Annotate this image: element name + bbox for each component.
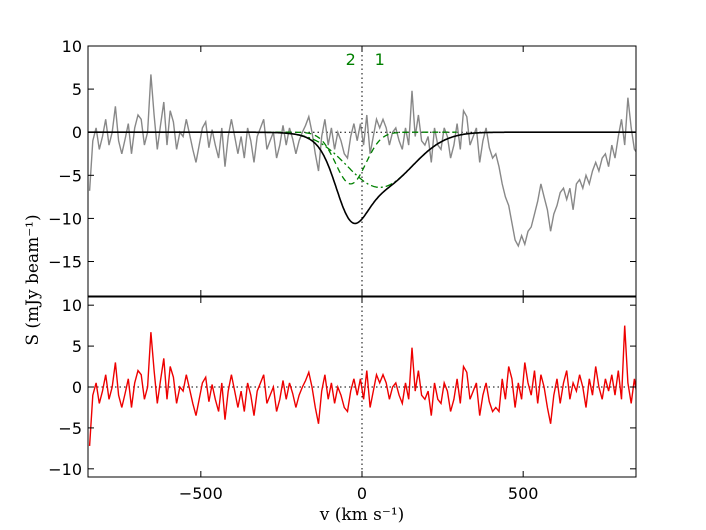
y-axis-label: S (mJy beam⁻¹) <box>23 214 43 345</box>
bottom-ytick-label: 0 <box>72 378 82 397</box>
bottom-ytick-label: −10 <box>48 460 82 479</box>
component-label-1: 1 <box>375 50 385 69</box>
bottom-ticks-group: 10 5 0 −5 −10 −500 0 500 <box>48 296 636 503</box>
bottom-xtick-label: 500 <box>508 484 539 503</box>
bottom-xtick-label: −500 <box>179 484 223 503</box>
bottom-series-residual <box>88 325 636 446</box>
total-fit-line <box>88 131 636 225</box>
bottom-series-group <box>88 325 636 446</box>
bottom-xtick-label: 0 <box>357 484 367 503</box>
top-ytick-label: −15 <box>48 253 82 272</box>
bottom-ytick-label: 10 <box>62 296 82 315</box>
component-label-2: 2 <box>346 50 356 69</box>
bottom-ytick-label: −5 <box>58 419 82 438</box>
top-ytick-label: 10 <box>62 37 82 56</box>
top-series-data <box>88 74 636 248</box>
top-ytick-label: −10 <box>48 209 82 228</box>
top-ticks-group: 10 5 0 −5 −10 −15 <box>48 37 636 296</box>
top-series-group <box>88 74 636 248</box>
top-ytick-label: −5 <box>58 166 82 185</box>
bottom-ytick-label: 5 <box>72 337 82 356</box>
x-axis-label: v (km s⁻¹) <box>319 505 405 525</box>
bottom-panel: 10 5 0 −5 −10 −500 0 500 <box>48 296 637 503</box>
top-ytick-label: 0 <box>72 123 82 142</box>
top-ytick-label: 5 <box>72 80 82 99</box>
top-zero-line-group <box>88 46 636 296</box>
